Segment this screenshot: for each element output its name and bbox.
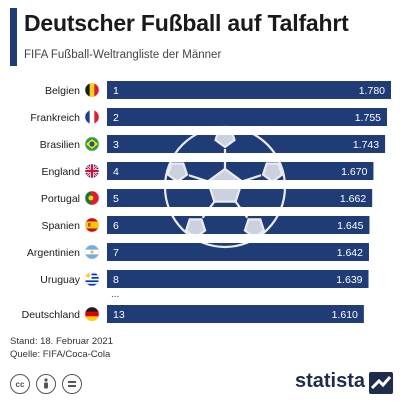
value-label: 1.743 — [353, 139, 379, 151]
page-title: Deutscher Fußball auf Talfahrt — [24, 10, 349, 36]
rank-label: 7 — [113, 247, 119, 259]
category-label: Spanien — [41, 220, 80, 232]
value-label: 1.670 — [341, 166, 367, 178]
value-label: 1.780 — [359, 85, 385, 97]
category-label: Deutschland — [22, 309, 81, 321]
flag-portugal-icon — [84, 190, 100, 206]
soccer-ball-icon — [163, 125, 287, 249]
rank-label: 3 — [113, 139, 119, 151]
statista-mark-icon — [369, 372, 393, 394]
footer-date: Stand: 18. Februar 2021 — [10, 336, 113, 347]
bar-uruguay — [107, 270, 369, 288]
flag-brazil-icon — [84, 136, 100, 152]
rank-label: 5 — [113, 193, 119, 205]
value-label: 1.610 — [332, 309, 358, 321]
cc-icon[interactable]: cc — [10, 374, 30, 394]
flag-england-icon — [84, 163, 100, 179]
license-icons: cc — [10, 374, 82, 394]
value-label: 1.645 — [337, 220, 363, 232]
nd-icon[interactable] — [62, 374, 82, 394]
value-label: 1.662 — [340, 193, 366, 205]
value-label: 1.755 — [355, 112, 381, 124]
bar-chart: Belgien 1 1.780 Frankreich 2 1.755 Brasilien 3 1… — [22, 81, 391, 323]
bar-argentinien — [107, 243, 369, 261]
category-label: Uruguay — [40, 274, 80, 286]
category-label: Frankreich — [30, 112, 80, 124]
footer-source: Quelle: FIFA/Coca-Cola — [10, 349, 111, 360]
rank-label: 4 — [113, 166, 119, 178]
value-label: 1.639 — [336, 274, 362, 286]
bar-brasilien — [107, 135, 386, 153]
rank-label: 1 — [113, 85, 119, 97]
flag-argentina-icon — [84, 244, 100, 260]
flag-uruguay-icon — [84, 271, 100, 287]
page-subtitle: FIFA Fußball-Weltrangliste der Männer — [24, 49, 222, 61]
rank-label: 6 — [113, 220, 119, 232]
bars-layer: Belgien 1 1.780 Frankreich 2 1.755 Brasilien 3 1… — [22, 81, 391, 323]
bar-frankreich — [107, 108, 388, 126]
statista-logo[interactable]: statista — [294, 370, 365, 392]
category-label: Portugal — [41, 193, 80, 205]
flag-france-icon — [84, 109, 100, 125]
rank-label: 8 — [113, 274, 119, 286]
flag-spain-icon — [84, 217, 100, 233]
bar-spanien — [107, 216, 370, 234]
rank-label: 13 — [113, 309, 125, 321]
bar-portugal — [107, 189, 373, 207]
gap-marker: ... — [111, 289, 119, 300]
rank-label: 2 — [113, 112, 119, 124]
by-icon[interactable] — [36, 374, 56, 394]
category-label: Brasilien — [40, 139, 80, 151]
bar-belgien — [107, 81, 391, 99]
title-accent-bar — [10, 8, 17, 66]
bar-deutschland — [107, 305, 364, 323]
bar-england — [107, 162, 374, 180]
category-label: Belgien — [45, 85, 80, 97]
flag-belgium-icon — [84, 82, 100, 98]
category-label: Argentinien — [27, 247, 80, 259]
value-label: 1.642 — [337, 247, 363, 259]
category-label: England — [41, 166, 80, 178]
flag-germany-icon — [84, 306, 100, 322]
